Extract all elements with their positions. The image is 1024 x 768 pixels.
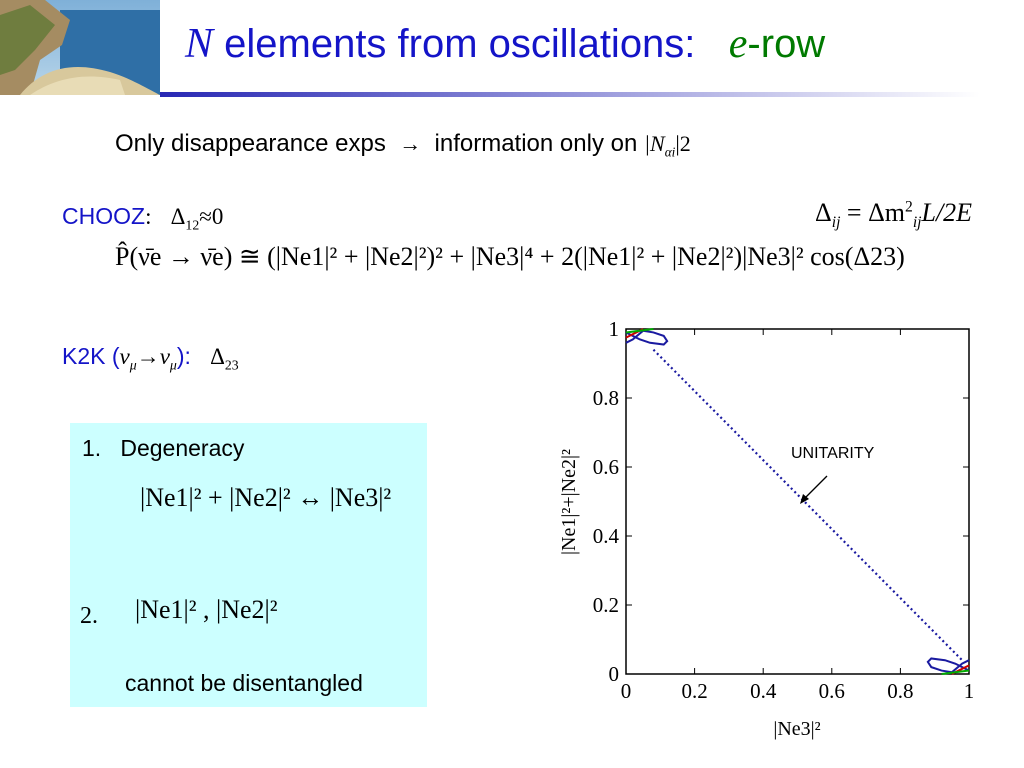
degeneracy-box: 1. Degeneracy |Ne1|² + |Ne2|² ↔ |Ne3|² 2…	[70, 423, 427, 707]
k2k-line: K2K (νμ→νμ): Δ23	[62, 343, 239, 373]
x-tick-label: 0.2	[681, 679, 707, 703]
degeneracy-item: 1. Degeneracy	[82, 435, 245, 461]
beach-photo	[0, 0, 160, 95]
intro-line: Only disappearance exps → information on…	[115, 130, 691, 160]
y-axis-label: |Ne1|²+|Ne2|²	[558, 449, 580, 555]
x-tick-label: 1	[964, 679, 975, 703]
x-tick-label: 0	[621, 679, 632, 703]
title-underline	[160, 92, 980, 97]
contour-line	[625, 329, 669, 346]
contour-line	[625, 328, 654, 334]
entangled-elements: |Ne1|² , |Ne2|²	[135, 595, 278, 624]
slide-title: N elements from oscillations: e-row	[185, 21, 826, 67]
y-tick-label: 0.8	[593, 386, 619, 410]
x-tick-label: 0.6	[819, 679, 845, 703]
x-tick-label: 0.4	[750, 679, 777, 703]
unitarity-annotation: UNITARITY	[791, 445, 875, 462]
disentangle-note: cannot be disentangled	[125, 670, 363, 696]
x-tick-label: 0.8	[887, 679, 913, 703]
y-tick-label: 0	[609, 662, 620, 686]
delta-definition: Δij = Δm2ijL/2E	[815, 198, 973, 232]
y-tick-label: 1	[609, 317, 620, 341]
degeneracy-equation: |Ne1|² + |Ne2|² ↔ |Ne3|²	[140, 483, 392, 512]
plot-frame	[625, 328, 970, 675]
survival-probability-equation: P̂(ν̄e → ν̄e) ≅ (|Ne1|² + |Ne2|²)² + |Ne…	[115, 242, 905, 271]
y-tick-label: 0.2	[593, 593, 619, 617]
chooz-line: CHOOZ: Δ12≈0	[62, 203, 224, 233]
y-tick-label: 0.4	[593, 524, 620, 548]
annotation-arrowhead	[800, 494, 809, 504]
x-axis-label: |Ne3|²	[773, 718, 820, 740]
item-two-number: 2.	[80, 603, 98, 629]
contour-line	[941, 669, 970, 675]
unitarity-plot: 0 0.2 0.4 0.6 0.8 1 0 0.2 0.4 0.6 0.8 1 UNITARITY |…	[558, 317, 975, 740]
contour-line	[926, 657, 970, 674]
y-tick-label: 0.6	[593, 455, 619, 479]
